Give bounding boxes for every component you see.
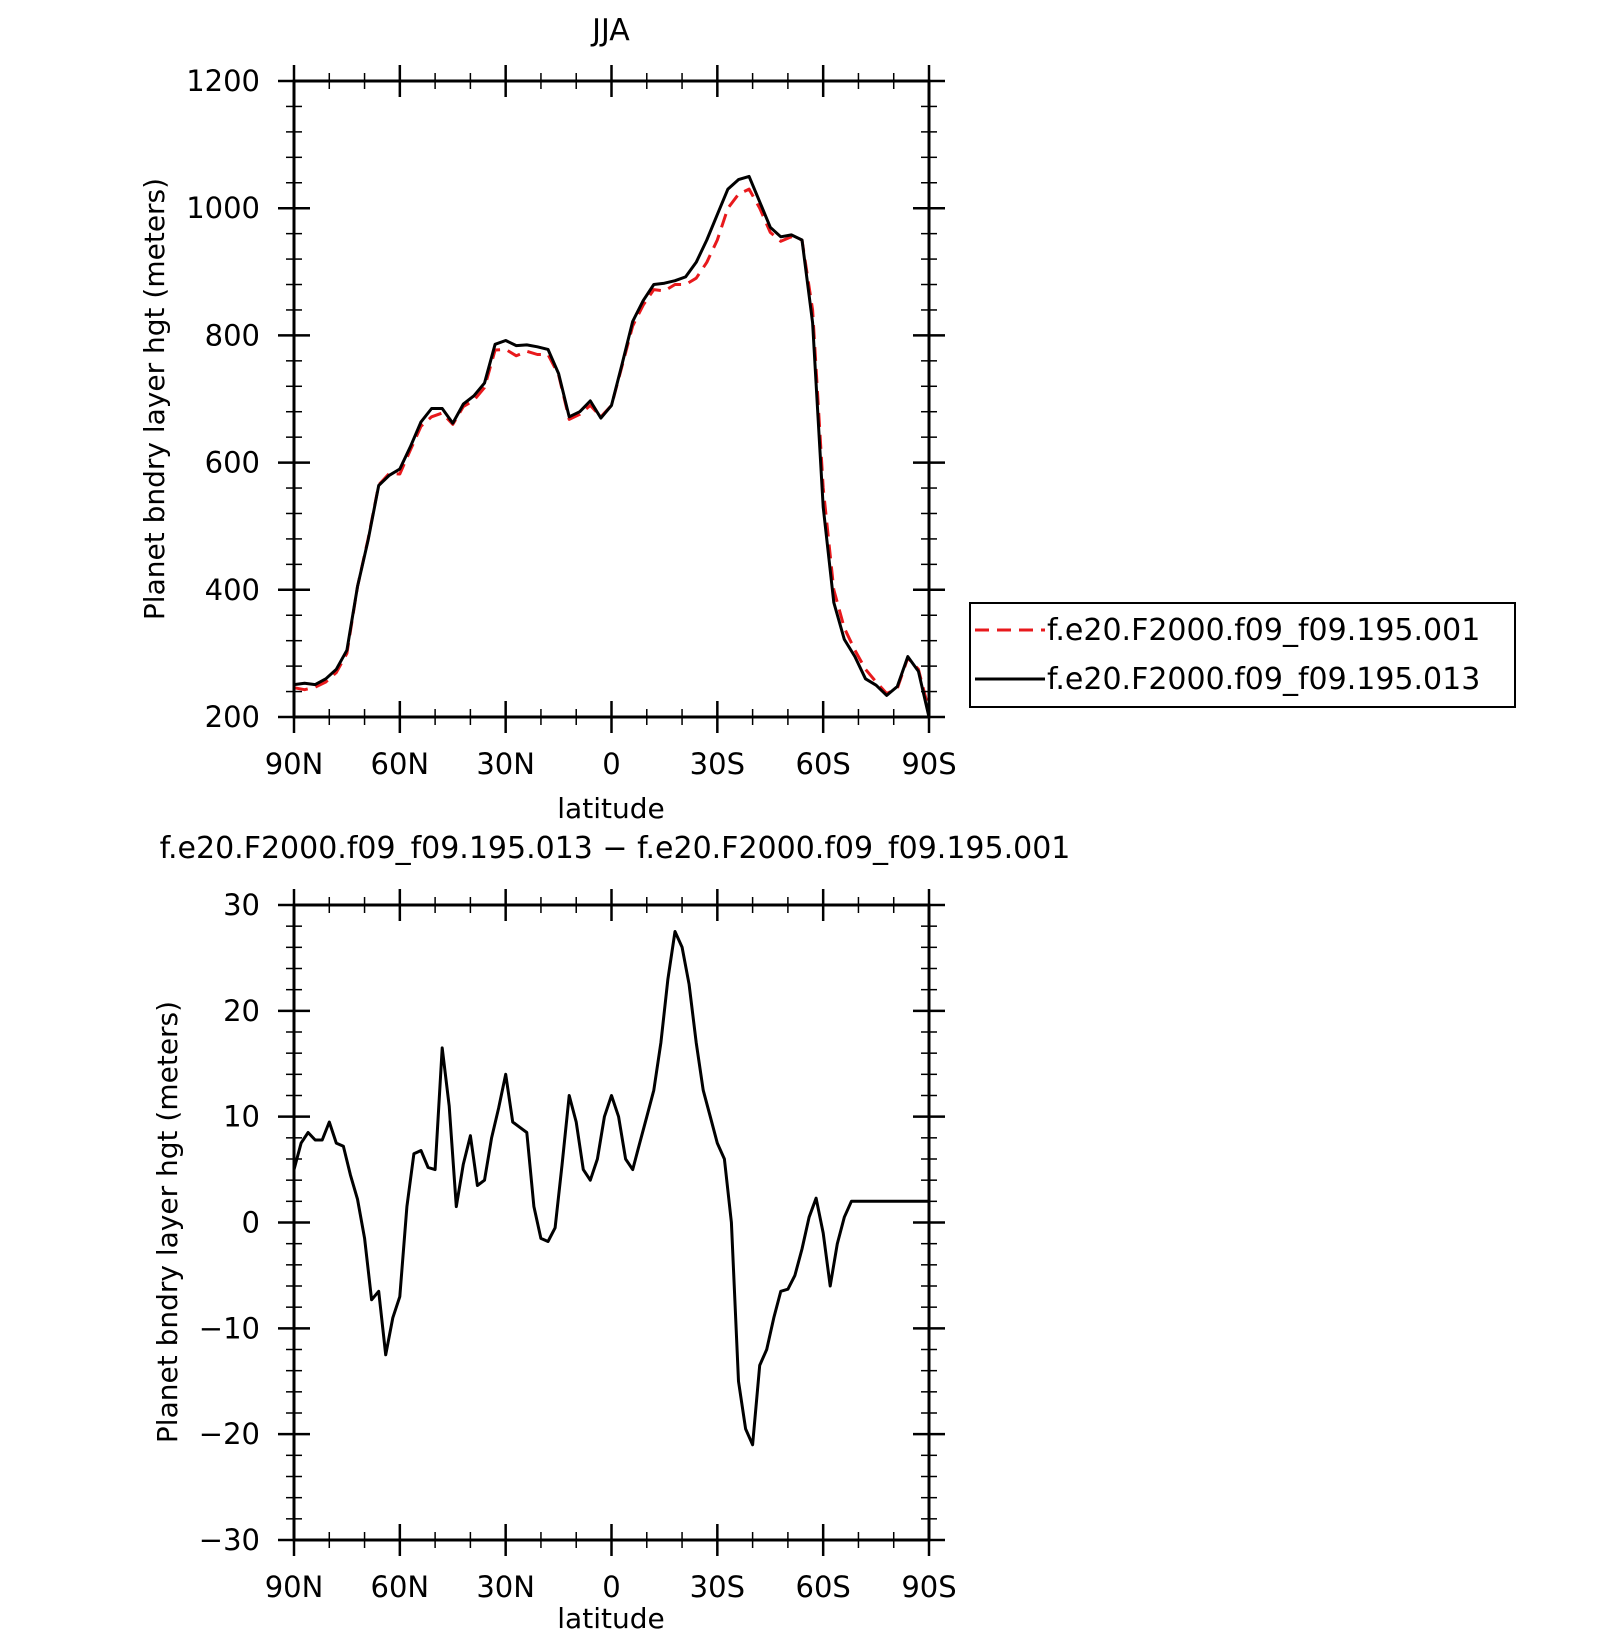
y-tick-label: 30 (223, 888, 260, 922)
top-chart-y-tick-labels: 200 400 600 800 1000 1200 (186, 64, 260, 734)
x-tick-label: 90N (265, 1570, 324, 1604)
bottom-chart-title: f.e20.F2000.f09_f09.195.013 − f.e20.F200… (160, 831, 1071, 866)
y-tick-label: 600 (205, 446, 260, 480)
top-line-chart: JJA 200 400 600 800 1000 1200 90N 60N 30N 0 30S 60… (138, 13, 1516, 825)
x-tick-label: 60N (371, 1570, 430, 1604)
top-chart-x-tick-labels: 90N 60N 30N 0 30S 60S 90S (265, 747, 957, 781)
top-chart-title: JJA (590, 13, 630, 48)
y-tick-label: 0 (242, 1206, 260, 1240)
x-tick-label: 0 (602, 747, 620, 781)
y-tick-label: 20 (223, 994, 260, 1028)
bottom-plot-frame (292, 903, 931, 1542)
bottom-chart-y-tick-labels: −30 −20 −10 0 10 20 30 (199, 888, 260, 1557)
legend-box (969, 602, 1516, 708)
series-line-0-1 (293, 174, 931, 718)
legend-label-001: f.e20.F2000.f09_f09.195.001 (1047, 613, 1480, 648)
x-tick-label: 30S (690, 1570, 745, 1604)
x-tick-label: 30N (476, 747, 535, 781)
y-tick-label: −30 (199, 1523, 260, 1557)
top-chart-ticks (278, 65, 945, 733)
y-tick-label: 200 (205, 700, 260, 734)
y-tick-label: 1200 (186, 64, 260, 98)
top-chart-x-axis-label: latitude (557, 792, 664, 825)
bottom-chart-x-axis-label: latitude (557, 1602, 664, 1635)
x-tick-label: 30S (690, 747, 745, 781)
x-tick-label: 90S (901, 747, 956, 781)
legend-label-013: f.e20.F2000.f09_f09.195.013 (1047, 662, 1480, 697)
top-chart-series-layer (293, 174, 931, 718)
bottom-chart-x-tick-labels: 90N 60N 30N 0 30S 60S 90S (265, 1570, 957, 1604)
top-plot-frame (292, 79, 931, 719)
y-tick-label: 400 (205, 573, 260, 607)
top-chart-legend: f.e20.F2000.f09_f09.195.001 f.e20.F2000.… (969, 602, 1516, 708)
top-chart-y-axis-label: Planet bndry layer hgt (meters) (138, 178, 171, 620)
x-tick-label: 90N (265, 747, 324, 781)
x-tick-label: 30N (476, 1570, 535, 1604)
bottom-chart-y-axis-label: Planet bndry layer hgt (meters) (151, 1001, 184, 1443)
y-tick-label: 1000 (186, 191, 260, 225)
x-tick-label: 60S (796, 747, 851, 781)
series-line-0-0 (293, 187, 931, 711)
y-tick-label: 800 (205, 318, 260, 352)
bottom-chart-ticks (278, 889, 945, 1556)
x-tick-label: 90S (901, 1570, 956, 1604)
bottom-line-chart: f.e20.F2000.f09_f09.195.013 − f.e20.F200… (151, 831, 1070, 1635)
x-tick-label: 0 (602, 1570, 620, 1604)
y-tick-label: 10 (223, 1100, 260, 1134)
y-tick-label: −10 (199, 1311, 260, 1345)
x-tick-label: 60S (796, 1570, 851, 1604)
y-tick-label: −20 (199, 1417, 260, 1451)
bottom-chart-series-layer (292, 930, 929, 1447)
series-line-1-0 (292, 930, 929, 1447)
x-tick-label: 60N (371, 747, 430, 781)
